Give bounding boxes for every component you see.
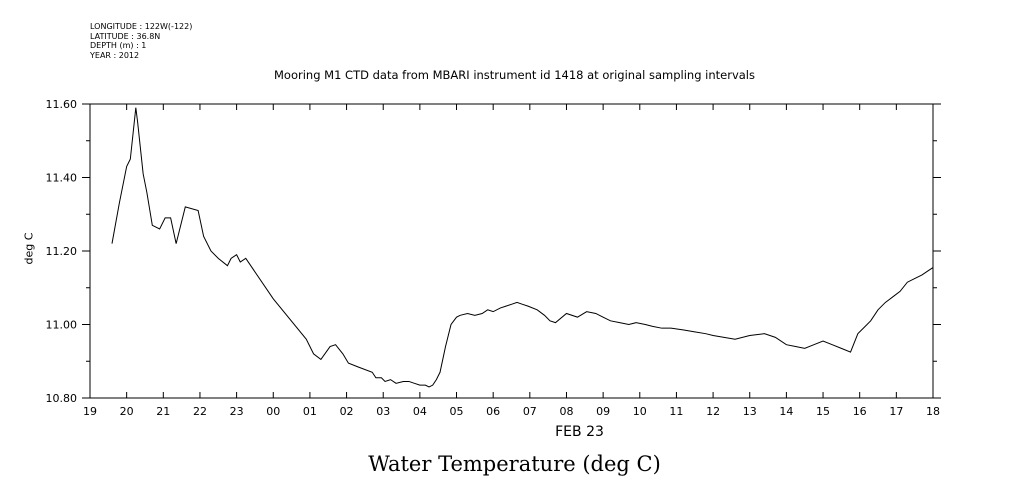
y-tick-label: 11.60: [46, 98, 78, 111]
x-tick-label: 02: [340, 405, 354, 418]
latitude-label: LATITUDE : 36.8N: [90, 31, 161, 41]
x-tick-label: 20: [120, 405, 134, 418]
x-tick-label: 19: [83, 405, 97, 418]
x-tick-label: 06: [486, 405, 500, 418]
footer-title: Water Temperature (deg C): [368, 452, 661, 476]
water-temperature-line: [111, 107, 934, 388]
tick-labels: 19 20 21 22 23 00 01 02 03 04 05 06 07 08 09 10 11 12 13 14…: [46, 98, 941, 418]
x-tick-label: 04: [413, 405, 427, 418]
x-tick-label: 21: [156, 405, 170, 418]
axis-ticks: [82, 103, 941, 399]
x-tick-label: 01: [303, 405, 317, 418]
x-tick-label: 08: [559, 405, 573, 418]
x-tick-label: 16: [853, 405, 867, 418]
x-tick-label: 15: [816, 405, 830, 418]
y-tick-label: 11.00: [46, 319, 78, 332]
x-tick-label: 17: [889, 405, 903, 418]
y-tick-label: 11.40: [46, 172, 78, 185]
x-tick-label: 12: [706, 405, 720, 418]
x-tick-label: 22: [193, 405, 207, 418]
x-tick-label: 09: [596, 405, 610, 418]
x-tick-label: 00: [266, 405, 280, 418]
x-tick-label: 11: [669, 405, 683, 418]
y-tick-label: 10.80: [46, 392, 78, 405]
metadata-block: LONGITUDE : 122W(-122) LATITUDE : 36.8N …: [90, 22, 192, 60]
x-tick-label: 03: [376, 405, 390, 418]
x-tick-label: 10: [633, 405, 647, 418]
x-tick-label: 13: [743, 405, 757, 418]
chart-title: Mooring M1 CTD data from MBARI instrumen…: [274, 68, 755, 82]
x-tick-label: 23: [230, 405, 244, 418]
year-label: YEAR : 2012: [90, 50, 140, 60]
y-tick-label: 11.20: [46, 245, 78, 258]
x-tick-label: 18: [926, 405, 940, 418]
x-tick-label: 07: [523, 405, 537, 418]
x-tick-label: 05: [450, 405, 464, 418]
x-tick-label: 14: [779, 405, 793, 418]
depth-label: DEPTH (m) : 1: [90, 41, 147, 50]
longitude-label: LONGITUDE : 122W(-122): [90, 22, 193, 31]
plot-frame: [89, 103, 934, 399]
x-axis-label: FEB 23: [555, 424, 604, 440]
